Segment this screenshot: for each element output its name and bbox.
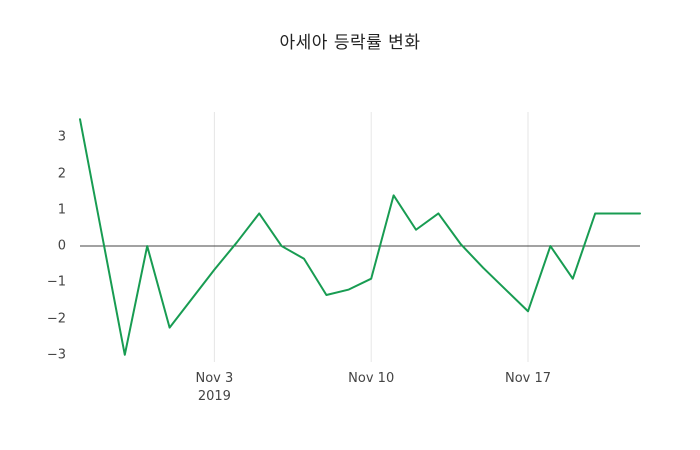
x-tick-label: Nov 17 [504, 371, 552, 386]
gridlines [213, 112, 529, 362]
y-tick-label: 1 [57, 202, 66, 218]
chart-title: 아세아 등락률 변화 [279, 33, 421, 53]
y-tick-label: −2 [46, 311, 66, 327]
series-line [79, 118, 641, 356]
series-line-group [79, 118, 641, 356]
x-axis-year-label: 2019 [197, 389, 231, 404]
y-tick-label: 3 [57, 129, 66, 145]
y-tick-label: −3 [46, 347, 66, 363]
y-tick-label: 2 [57, 166, 66, 182]
y-tick-label: 0 [57, 238, 66, 254]
x-tick-label: Nov 10 [348, 371, 395, 386]
x-tick-label: Nov 3 [195, 371, 234, 386]
y-tick-label: −1 [46, 274, 66, 290]
